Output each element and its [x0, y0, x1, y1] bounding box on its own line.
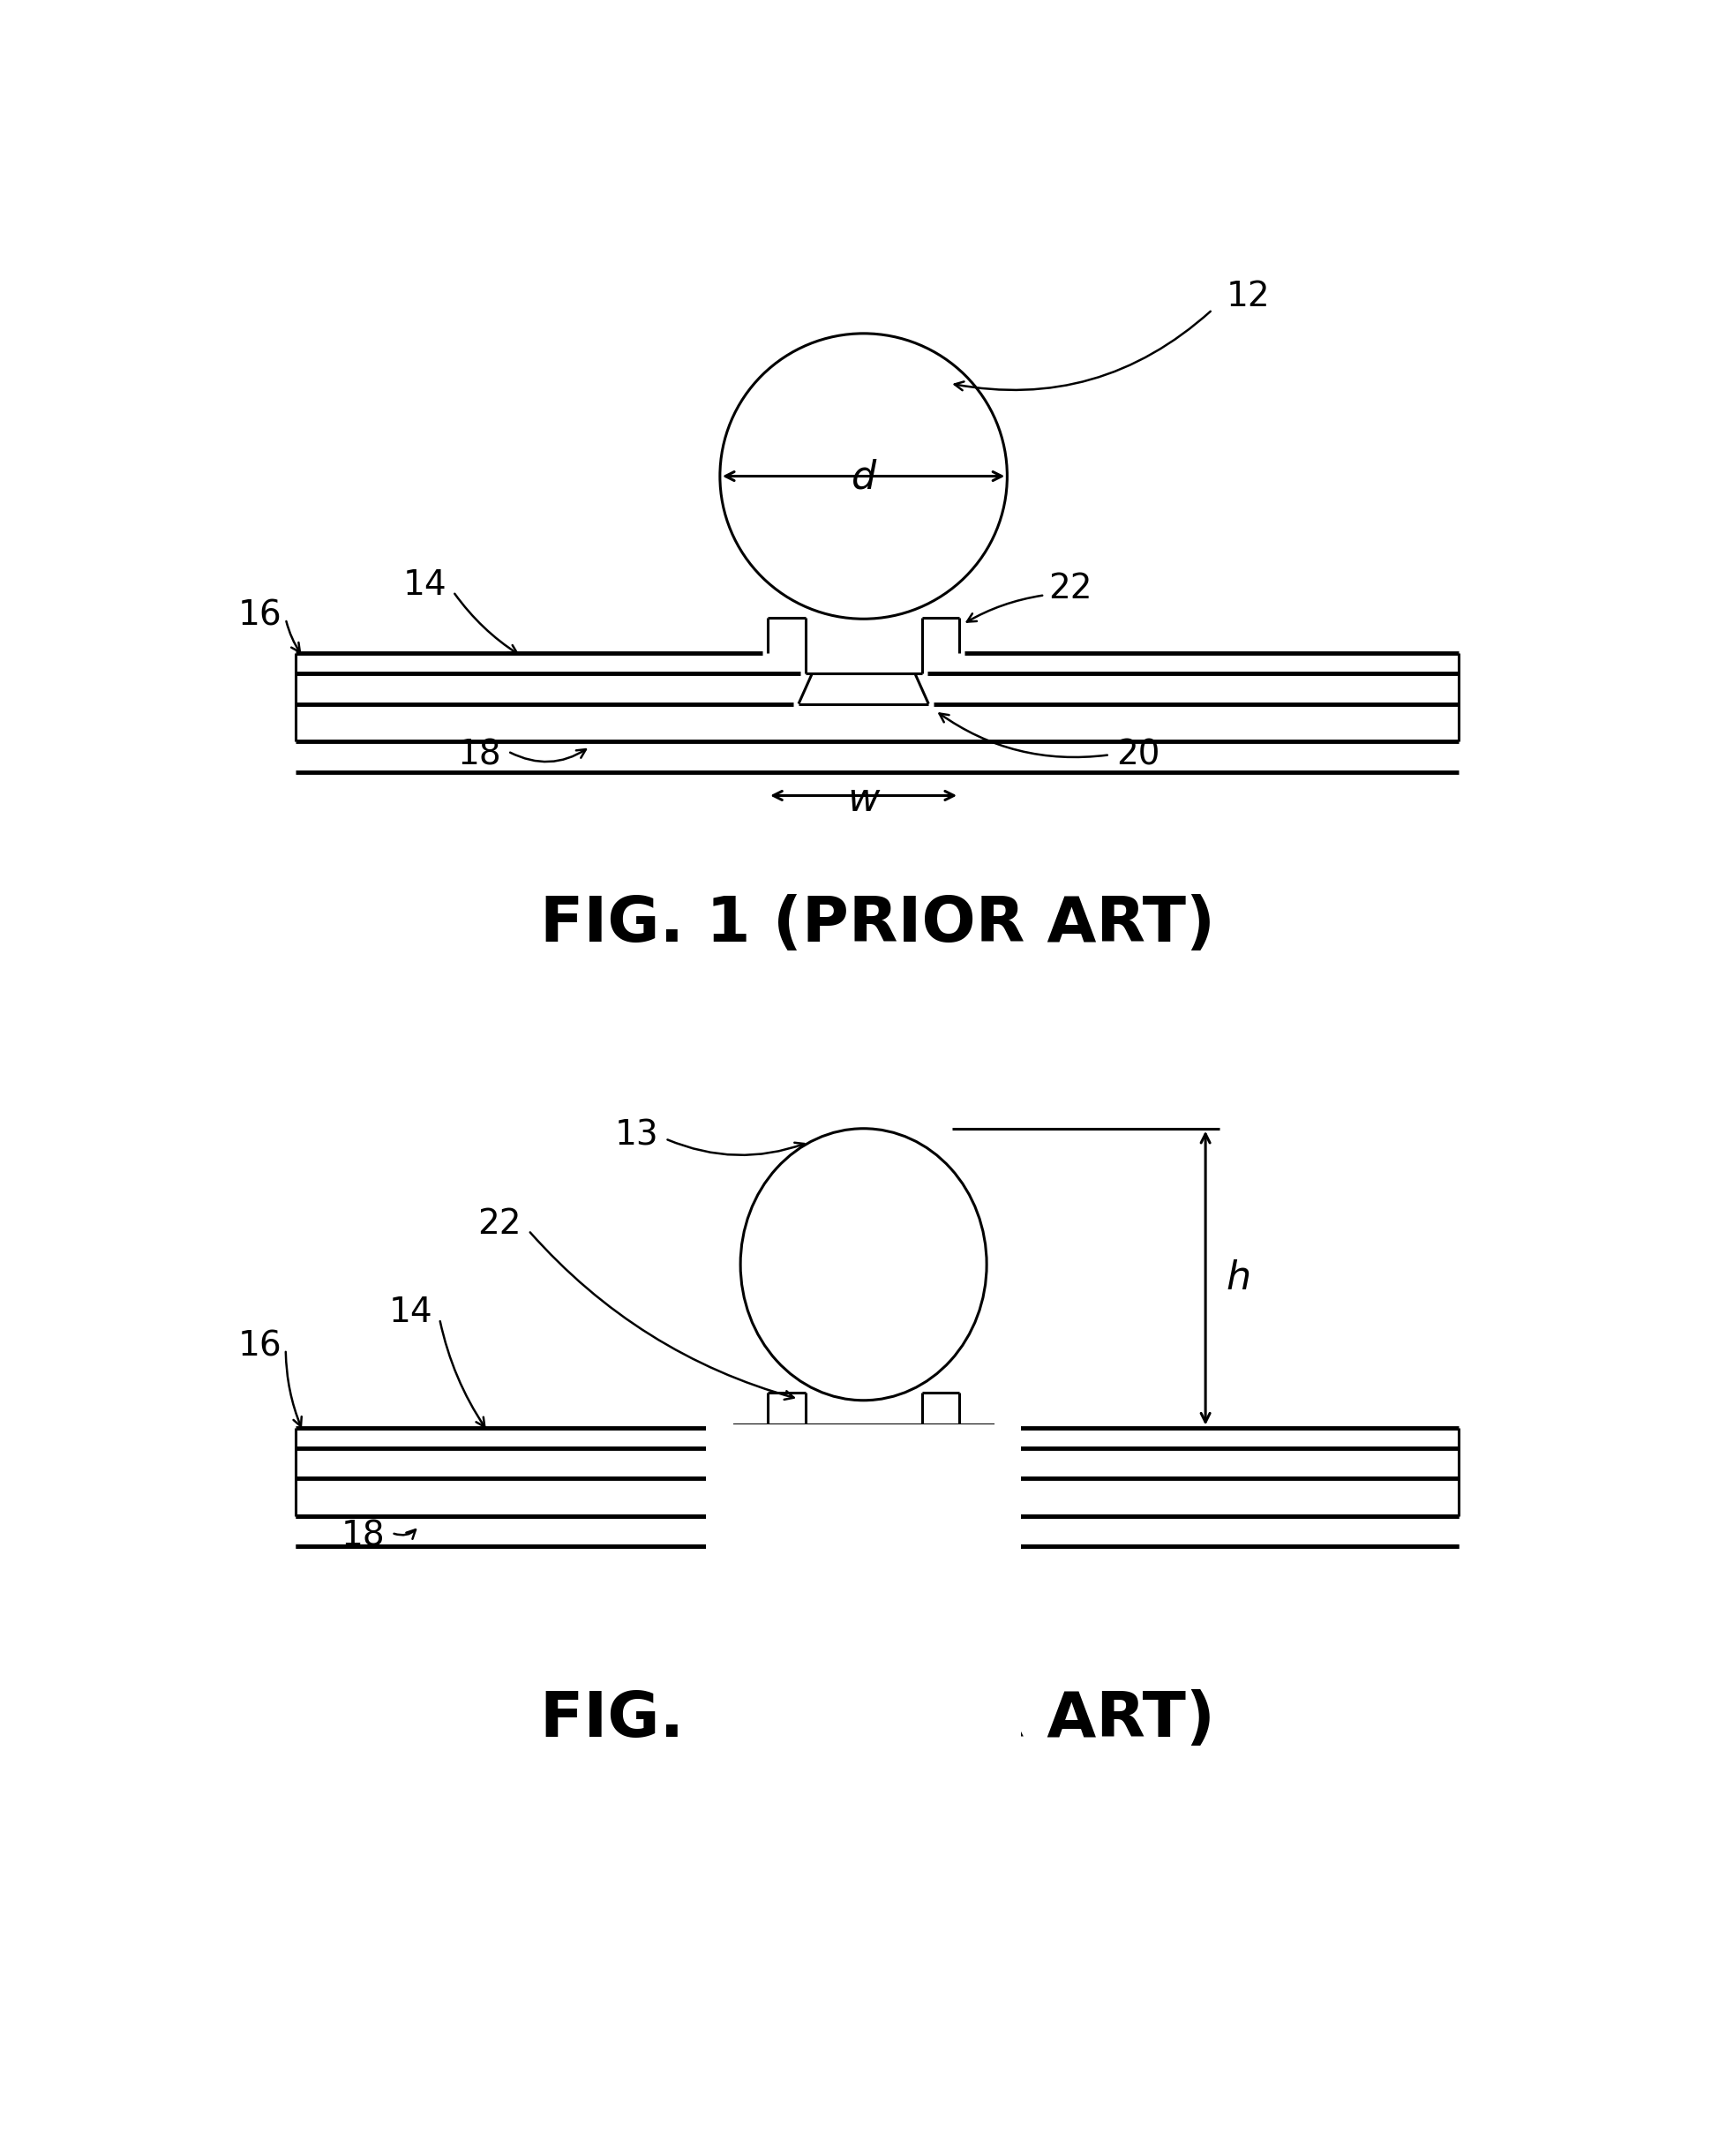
- Text: h: h: [1227, 1259, 1251, 1298]
- Text: 14: 14: [402, 569, 447, 602]
- Text: 22: 22: [477, 1207, 522, 1240]
- Text: FIG. 2 (PRIOR ART): FIG. 2 (PRIOR ART): [539, 1690, 1215, 1751]
- Text: 18: 18: [340, 1520, 385, 1552]
- Text: 16: 16: [238, 599, 282, 632]
- Text: w: w: [847, 780, 879, 819]
- Text: 12: 12: [1227, 280, 1270, 313]
- Text: 22: 22: [1049, 571, 1092, 606]
- Text: 20: 20: [773, 1520, 818, 1552]
- Ellipse shape: [741, 1128, 987, 1401]
- Text: 14: 14: [388, 1296, 433, 1328]
- Text: d: d: [850, 459, 876, 496]
- Text: 16: 16: [238, 1330, 282, 1363]
- Bar: [707, 1425, 1021, 1764]
- Text: 20: 20: [1117, 737, 1160, 772]
- Text: 18: 18: [457, 737, 501, 772]
- Text: 13: 13: [614, 1119, 659, 1151]
- Text: FIG. 1 (PRIOR ART): FIG. 1 (PRIOR ART): [539, 895, 1215, 955]
